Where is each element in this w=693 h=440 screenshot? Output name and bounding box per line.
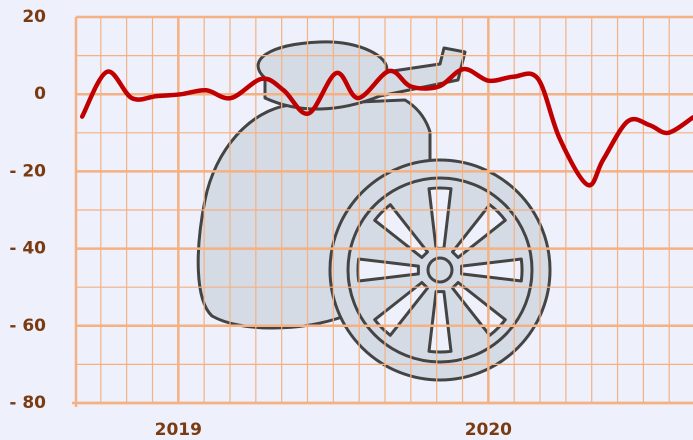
x-tick-label: 2019 <box>155 420 202 440</box>
y-tick-label: 0 <box>34 84 46 104</box>
y-tick-label: 20 <box>22 7 46 27</box>
series-line <box>79 66 693 188</box>
labels: 20 0 - 20 - 40 - 60 - 80 2019 2020 <box>9 7 512 440</box>
wheel-slot <box>451 203 507 259</box>
wheel-slots <box>356 186 524 354</box>
y-tick-label: - 80 <box>9 393 46 413</box>
y-tick-label: - 20 <box>9 161 46 181</box>
marks <box>79 66 693 188</box>
wheel-slot <box>460 257 524 283</box>
wheel-hub <box>426 256 454 284</box>
wheel-slot <box>427 186 453 250</box>
y-tick-label: - 60 <box>9 316 46 336</box>
wheel-slot <box>451 281 507 337</box>
y-tick-label: - 40 <box>9 239 46 259</box>
x-tick-label: 2020 <box>465 420 512 440</box>
